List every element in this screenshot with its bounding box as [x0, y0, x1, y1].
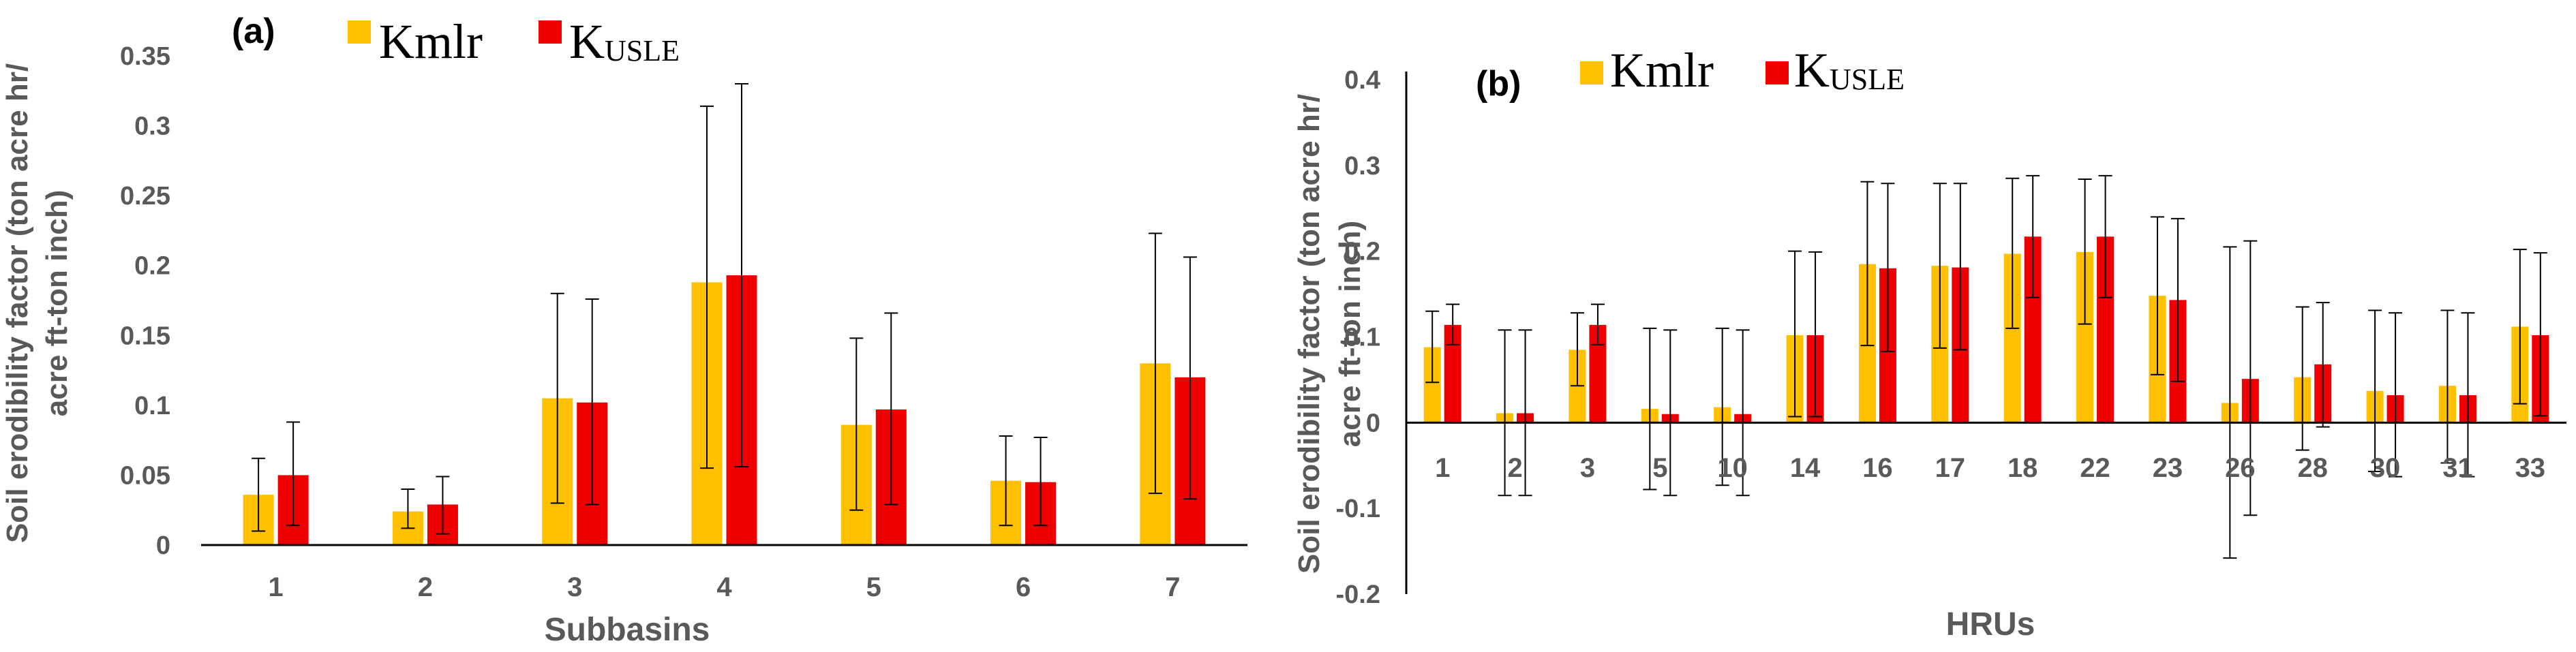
x-tick-label-b-5: 5 [1652, 453, 1667, 483]
legend-label-sub-a-1: USLE [605, 34, 680, 67]
panel-label-b: (b) [1476, 64, 1521, 104]
legend-label-main-b-1: K [1794, 43, 1830, 97]
y-tick-label-b-5: 0.3 [1344, 152, 1380, 181]
legend-label-main-b-0: Kmlr [1610, 43, 1714, 97]
legend-label-b-0: Kmlr [1610, 43, 1714, 97]
legend-label-main-a-1: K [569, 14, 605, 69]
legend-swatch-a-0 [348, 20, 371, 44]
y-tick-label-a-6: 0.3 [134, 112, 170, 141]
legend-swatch-b-0 [1580, 61, 1603, 84]
legend-label-b-1: KUSLE [1794, 43, 1905, 97]
y-tick-label-a-4: 0.2 [134, 252, 170, 281]
legend-swatch-b-1 [1766, 61, 1789, 84]
x-tick-label-a-2: 2 [418, 572, 433, 602]
y-tick-label-b-1: -0.1 [1336, 495, 1380, 523]
legend-label-sub-b-1: USLE [1830, 63, 1905, 96]
x-tick-label-a-7: 7 [1165, 572, 1180, 602]
x-axis-title-a: Subbasins [545, 612, 710, 648]
legend-swatch-a-1 [539, 20, 562, 44]
y-tick-label-a-0: 0 [156, 531, 170, 560]
y-tick-label-b-6: 0.4 [1344, 66, 1380, 95]
x-tick-label-b-23: 23 [2153, 453, 2183, 483]
y-axis-title-line2-b: acre ft-ton inch) [1333, 221, 1367, 447]
x-tick-label-a-3: 3 [567, 572, 582, 602]
y-axis-title-line1-b: Soil erodibility factor (ton acre hr/ [1292, 94, 1326, 574]
y-tick-label-b-0: -0.2 [1336, 580, 1380, 609]
x-tick-label-b-3: 3 [1580, 453, 1595, 483]
chart-panel-a: 0 0.05 0.1 0.15 0.2 0.25 0.3 0.35 1 2 3 4 5 6 7 Subbasi… [1, 12, 1247, 648]
x-tick-label-b-33: 33 [2515, 453, 2546, 483]
x-tick-label-b-22: 22 [2080, 453, 2110, 483]
legend-label-a-1: KUSLE [569, 14, 680, 69]
y-tick-label-b-4: 0.2 [1344, 238, 1380, 266]
x-tick-label-a-6: 6 [1016, 572, 1031, 602]
x-tick-label-b-26: 26 [2225, 453, 2256, 483]
x-tick-label-b-18: 18 [2007, 453, 2038, 483]
x-tick-label-b-14: 14 [1790, 453, 1821, 483]
y-tick-label-a-3: 0.15 [120, 322, 170, 350]
y-axis-title-line2-a: acre ft-ton inch) [40, 190, 74, 416]
x-tick-label-a-5: 5 [866, 572, 881, 602]
y-tick-label-b-2: 0 [1366, 409, 1380, 437]
y-tick-label-b-3: 0.1 [1344, 324, 1380, 352]
x-tick-label-b-28: 28 [2297, 453, 2328, 483]
x-tick-label-b-2: 2 [1507, 453, 1522, 483]
y-tick-label-a-1: 0.05 [120, 461, 170, 490]
y-tick-label-a-7: 0.35 [120, 42, 170, 71]
x-tick-label-b-10: 10 [1717, 453, 1748, 483]
x-tick-label-b-17: 17 [1935, 453, 1966, 483]
y-axis-title-line1-a: Soil erodibility factor (ton acre hr/ [1, 63, 34, 543]
chart-panel-b: -0.2-0.100.10.20.30.41 2 3 5 10 14 16 17 18 22 23 2… [1292, 43, 2566, 642]
x-axis-title-b: HRUs [1946, 606, 2035, 642]
panel-label-a: (a) [232, 12, 275, 51]
legend-label-main-a-0: Kmlr [379, 14, 483, 69]
legend-label-a-0: Kmlr [379, 14, 483, 69]
x-tick-label-b-31: 31 [2442, 453, 2473, 483]
x-tick-label-b-1: 1 [1435, 453, 1450, 483]
x-tick-label-b-30: 30 [2370, 453, 2401, 483]
y-tick-label-a-2: 0.1 [134, 392, 170, 420]
x-tick-label-a-4: 4 [716, 572, 732, 602]
x-tick-label-b-16: 16 [1862, 453, 1893, 483]
x-tick-label-a-1: 1 [269, 572, 284, 602]
y-tick-label-a-5: 0.25 [120, 182, 170, 211]
